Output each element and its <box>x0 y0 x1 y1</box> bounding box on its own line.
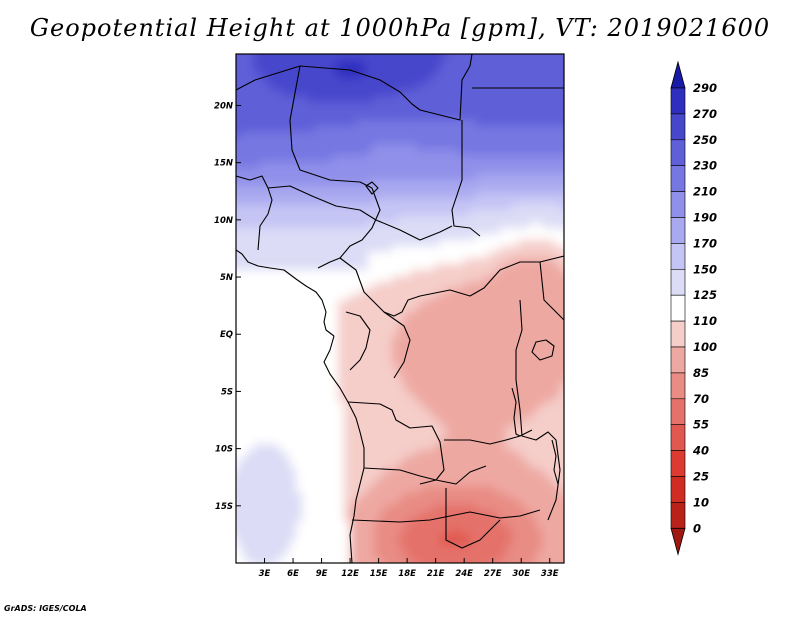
colorbar-segment <box>670 372 686 400</box>
x-tick-label: 9E <box>316 569 328 579</box>
border-car <box>375 219 453 241</box>
chart-title: Geopotential Height at 1000hPa [gpm], VT… <box>29 14 771 42</box>
colorbar-extend-top <box>670 60 686 89</box>
lake-tanganyika <box>511 387 521 437</box>
border-kenya <box>539 261 564 321</box>
colorbar-segment <box>670 502 686 529</box>
border-drc-north <box>383 311 411 379</box>
colorbar-segment <box>670 294 686 322</box>
colorbar-label: 150 <box>693 262 717 276</box>
colorbar-segment <box>670 346 686 374</box>
border-sudan <box>451 120 481 237</box>
border-sahel <box>236 175 273 251</box>
colorbar-label: 170 <box>693 236 717 250</box>
border-nigeria <box>267 185 377 221</box>
y-tick-label: 20N <box>214 101 233 111</box>
colorbar-label: 0 <box>693 521 701 535</box>
colorbar-segment <box>670 113 686 141</box>
colorbar-label: 190 <box>693 211 717 225</box>
colorbar-segment <box>670 450 686 477</box>
colorbar-label: 125 <box>693 288 717 302</box>
colorbar-segment <box>670 268 686 296</box>
x-tick-label: 18E <box>398 569 416 579</box>
colorbar-segment <box>670 424 686 451</box>
colorbar-segment <box>670 217 686 244</box>
y-tick-label: 5S <box>221 387 233 397</box>
y-tick-label: EQ <box>220 330 233 340</box>
x-tick-label: 3E <box>259 569 271 579</box>
plot-frame <box>235 53 565 564</box>
x-tick-label: 30E <box>512 569 530 579</box>
colorbar-label: 40 <box>692 444 709 458</box>
colorbar-segment <box>670 243 686 270</box>
coastlines-and-borders <box>236 54 564 563</box>
colorbar-label: 110 <box>693 314 717 328</box>
y-axis: 20N 15N 10N 5N EQ 5S 10S 15S <box>214 101 241 512</box>
colorbar-segment <box>670 139 686 167</box>
credit-label: GrADS: IGES/COLA <box>4 604 87 613</box>
colorbar-label: 25 <box>693 470 709 484</box>
border-niger <box>289 65 373 189</box>
border-east <box>515 299 561 521</box>
lake-chad <box>365 181 379 195</box>
colorbar: 2902702502302101901701501251101008570554… <box>670 60 717 556</box>
colorbar-segment <box>670 191 686 218</box>
coastline-southwest-africa <box>323 335 365 563</box>
y-tick-label: 10S <box>215 445 233 455</box>
colorbar-label: 230 <box>693 159 717 173</box>
border-cameroon <box>339 255 564 317</box>
x-tick-label: 33E <box>541 569 559 579</box>
y-tick-label: 10N <box>214 216 233 226</box>
colorbar-label: 100 <box>693 340 717 354</box>
x-axis: 3E 6E 9E 12E 15E 18E 21E 24E 27E 30E 33E <box>259 558 559 579</box>
height-field <box>236 54 564 563</box>
colorbar-segment <box>670 320 686 348</box>
y-tick-label: 15N <box>214 159 233 169</box>
lake-victoria <box>531 339 555 361</box>
y-tick-label: 5N <box>220 273 233 283</box>
x-tick-label: 27E <box>484 569 502 579</box>
border-angola-south <box>363 465 487 485</box>
x-tick-label: 12E <box>341 569 359 579</box>
colorbar-label: 70 <box>693 392 709 406</box>
colorbar-segment <box>670 87 686 115</box>
plot-area <box>236 54 564 563</box>
border-congo <box>345 311 371 371</box>
colorbar-segment <box>670 476 686 503</box>
colorbar-extend-bottom <box>670 527 686 556</box>
x-tick-label: 24E <box>455 569 473 579</box>
colorbar-label: 270 <box>693 107 717 121</box>
colorbar-label: 210 <box>693 185 717 199</box>
border-namibia <box>351 509 541 523</box>
colorbar-segment <box>670 398 686 425</box>
x-tick-label: 15E <box>370 569 388 579</box>
border-north <box>236 54 473 121</box>
border-botswana <box>445 488 501 549</box>
colorbar-label: 85 <box>693 366 709 380</box>
coastline-west-africa <box>236 249 335 337</box>
x-tick-label: 6E <box>287 569 299 579</box>
y-tick-label: 15S <box>215 502 233 512</box>
colorbar-label: 290 <box>693 81 717 95</box>
border-angola-north <box>347 401 445 485</box>
x-tick-label: 21E <box>427 569 445 579</box>
colorbar-segment <box>670 165 686 192</box>
lake-malawi <box>551 439 559 485</box>
colorbar-label: 250 <box>693 133 717 147</box>
colorbar-label: 10 <box>693 495 709 509</box>
border-chad <box>317 187 381 269</box>
colorbar-label: 55 <box>693 418 709 432</box>
